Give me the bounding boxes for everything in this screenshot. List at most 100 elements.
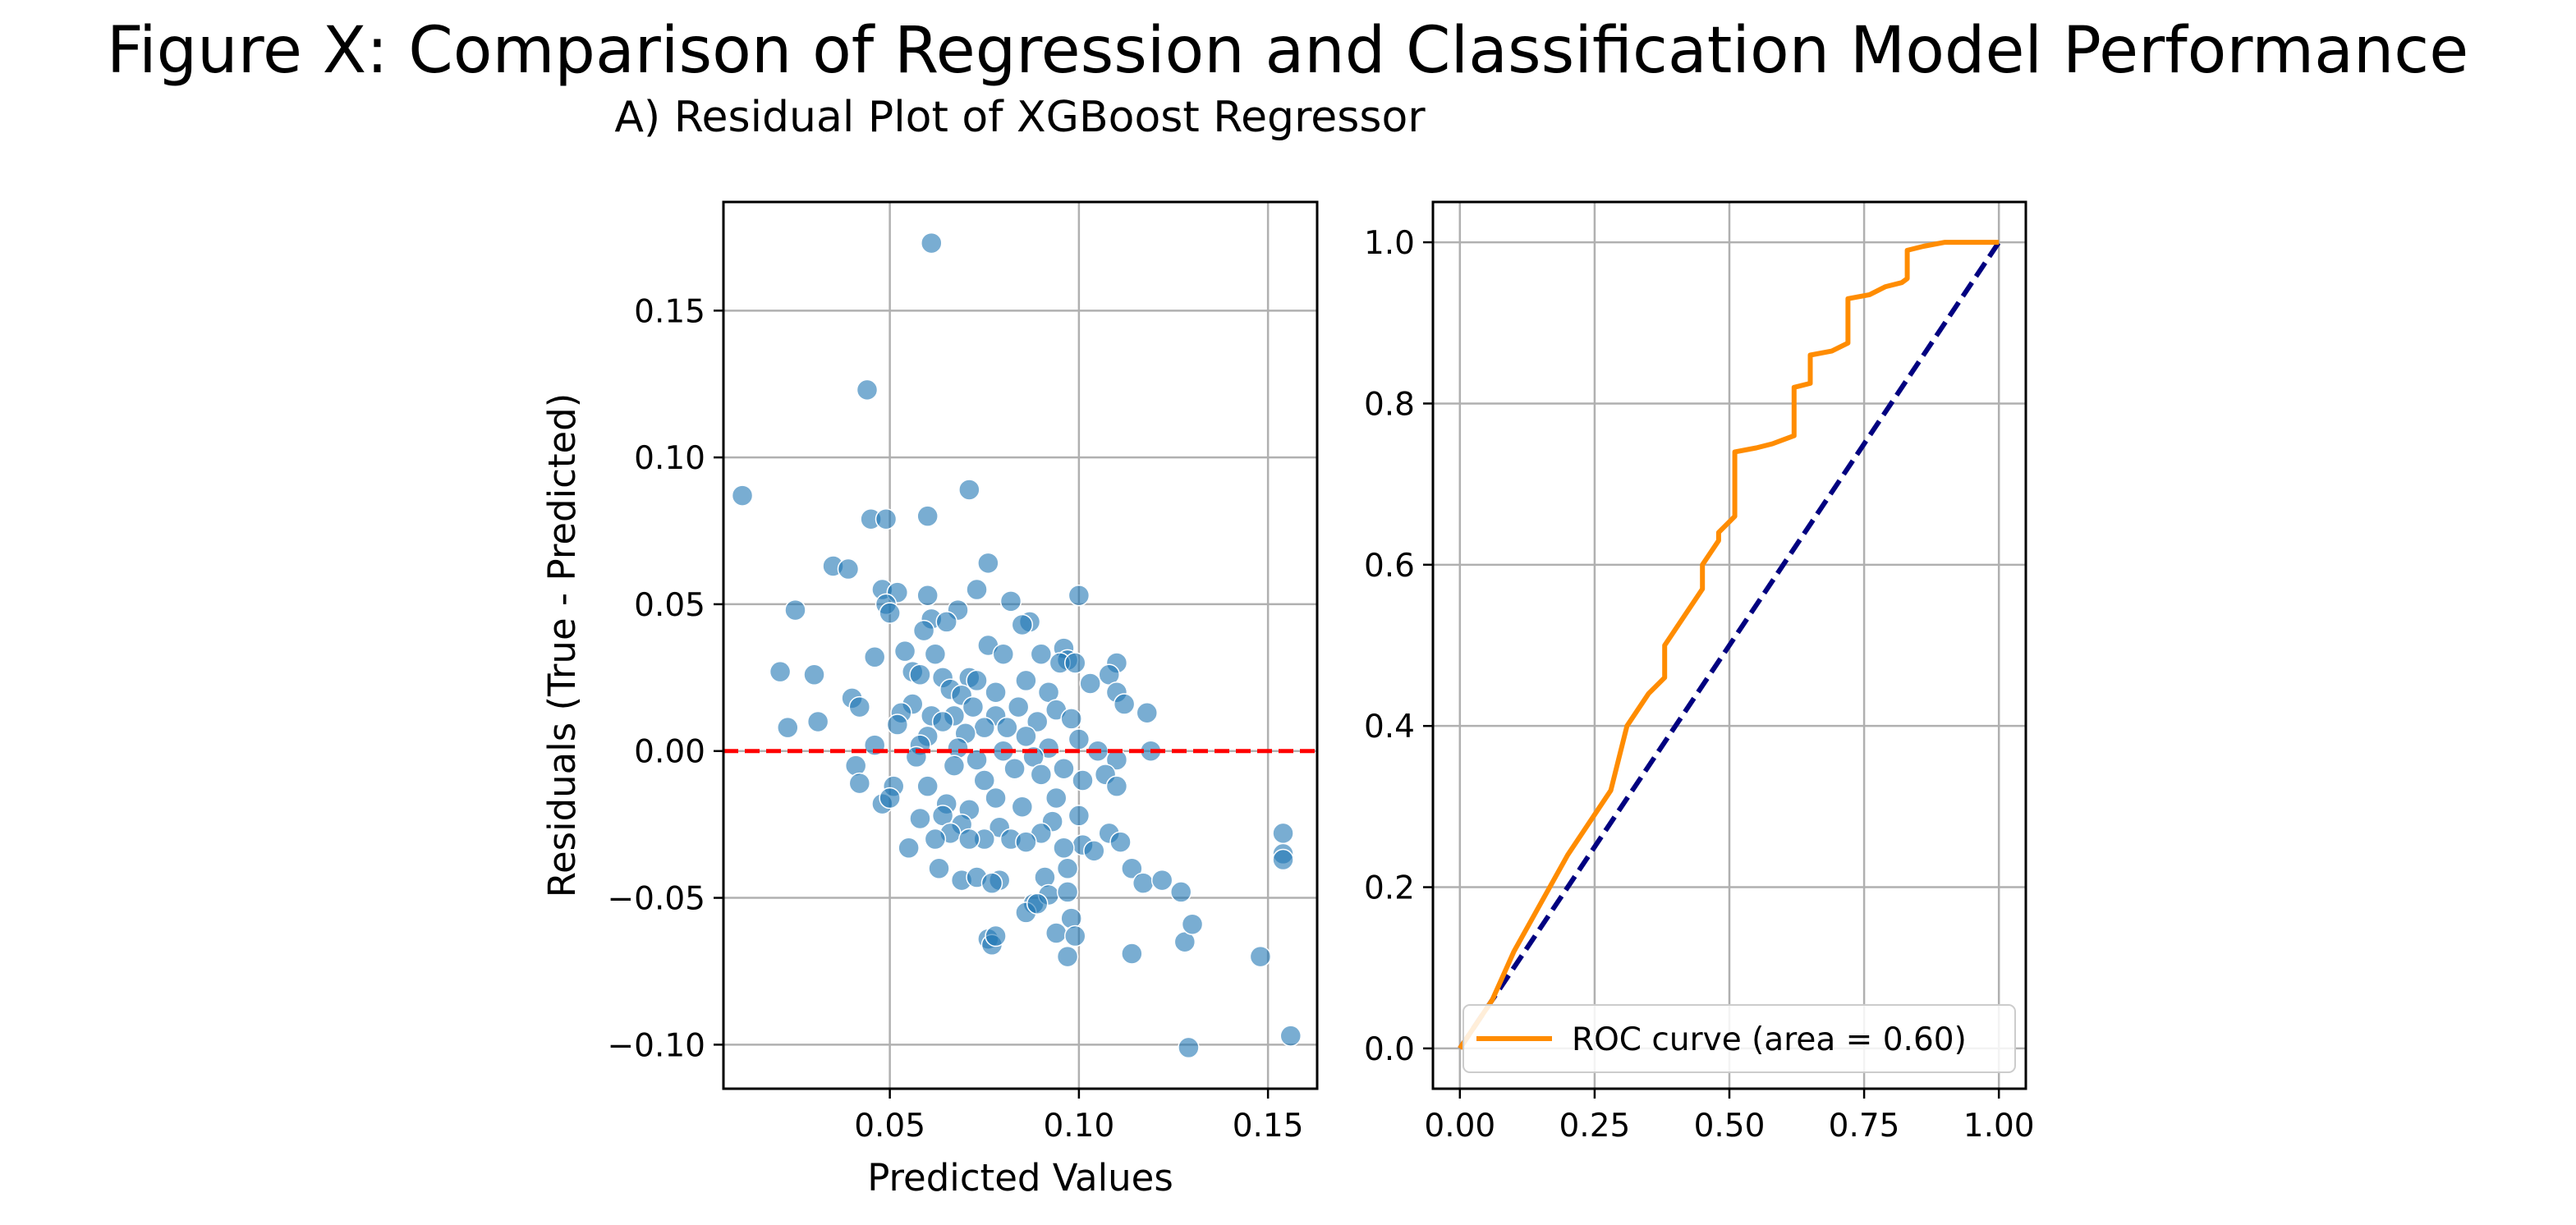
residual-point: [1003, 757, 1026, 780]
residual-point: [985, 924, 1007, 947]
residual-point: [1279, 1025, 1302, 1047]
residual-point: [1045, 922, 1068, 944]
y-tick-label: 0.15: [634, 293, 705, 330]
residual-point: [928, 857, 950, 880]
residual-point: [1079, 672, 1101, 695]
residual-point: [1113, 693, 1136, 715]
residual-point: [1072, 769, 1094, 791]
residual-point: [1178, 1036, 1200, 1059]
roc-lines: [1458, 240, 2001, 1050]
residual-point: [973, 716, 996, 739]
residual-point: [1015, 831, 1037, 853]
x-tick-label: 0.00: [1424, 1108, 1495, 1145]
roc-curve: [1458, 240, 2000, 1050]
residual-point: [1132, 872, 1155, 894]
residual-point: [769, 660, 792, 683]
x-tick-label: 0.25: [1559, 1108, 1630, 1145]
residual-point: [1121, 943, 1143, 965]
residual-point: [731, 484, 754, 507]
residual-point: [1064, 924, 1086, 947]
residual-point: [1053, 837, 1075, 860]
residual-point: [1083, 840, 1105, 862]
residual-point: [909, 663, 931, 686]
roc-legend: ROC curve (area = 0.60): [1462, 1004, 2016, 1073]
residual-point: [875, 507, 898, 530]
residual-point: [943, 755, 966, 777]
residual-point: [985, 787, 1007, 810]
residual-point: [924, 643, 947, 665]
residual-y-axis-label: Residuals (True - Predicted): [540, 393, 584, 898]
residual-plot-title: A) Residual Plot of XGBoost Regressor: [614, 93, 1426, 142]
residual-point: [1056, 881, 1079, 903]
residual-point: [1045, 787, 1068, 810]
y-tick-label: 0.05: [634, 587, 705, 624]
residual-point: [980, 872, 1003, 894]
residual-point: [1109, 831, 1132, 853]
residual-point: [1150, 869, 1173, 892]
x-tick-label: 1.00: [1963, 1108, 2035, 1145]
residual-point: [1060, 907, 1082, 929]
residual-x-axis-label: Predicted Values: [867, 1156, 1173, 1200]
residual-point: [1015, 669, 1037, 692]
residual-point: [996, 716, 1018, 739]
residual-ticks: 0.05 0.10 0.15 −0.10 −0.05 0.00 0.05 0.10 0.15: [607, 293, 1303, 1145]
x-tick-label: 0.05: [854, 1108, 925, 1145]
y-tick-label: 0.2: [1364, 870, 1415, 907]
residual-point: [1121, 857, 1143, 880]
residual-point: [947, 736, 969, 759]
residual-point: [1068, 728, 1091, 750]
residual-point: [1272, 848, 1294, 871]
residual-grid: [723, 202, 1317, 1089]
residual-point: [898, 837, 920, 860]
residual-point: [966, 669, 988, 692]
residual-point: [1136, 702, 1159, 724]
residual-point: [966, 749, 988, 771]
roc-plot: 0.00 0.25 0.50 0.75 1.00 0.0 0.2 0.4 0.6 0.8 1.0 R…: [1364, 200, 2035, 1145]
residual-point: [1056, 857, 1079, 880]
residual-point: [856, 379, 879, 401]
residual-point: [916, 775, 939, 797]
y-tick-label: 0.6: [1364, 548, 1415, 585]
roc-grid: [1433, 202, 2026, 1089]
y-tick-label: 1.0: [1364, 225, 1415, 262]
residual-point: [848, 695, 871, 718]
residual-point: [1064, 652, 1086, 674]
y-tick-label: 0.10: [634, 440, 705, 477]
residual-point: [1068, 584, 1091, 607]
residual-plot-frame: [722, 200, 1319, 1090]
y-tick-label: 0.00: [634, 734, 705, 771]
residual-point: [916, 584, 939, 607]
y-tick-label: 0.4: [1364, 709, 1415, 746]
residual-point: [777, 716, 799, 739]
residual-point: [848, 772, 871, 795]
residual-point: [1272, 822, 1294, 845]
residual-point: [1030, 643, 1053, 665]
residual-point: [1011, 796, 1034, 818]
roc-legend-label: ROC curve (area = 0.60): [1572, 1021, 1967, 1058]
residual-point: [958, 479, 980, 501]
residual-point: [985, 681, 1007, 704]
residual-point: [1034, 866, 1056, 888]
residual-point: [973, 769, 996, 791]
residual-point: [1169, 881, 1192, 903]
residual-point: [916, 505, 939, 527]
residual-point: [879, 602, 901, 624]
residual-point: [1026, 710, 1049, 733]
residual-point: [1060, 708, 1082, 730]
residual-point: [924, 828, 947, 851]
roc-legend-box: [1462, 1004, 2016, 1073]
residual-point: [1015, 725, 1037, 748]
residual-point: [966, 578, 988, 601]
residual-point: [935, 611, 957, 633]
residual-point: [909, 807, 931, 830]
residual-plot: 0.05 0.10 0.15 −0.10 −0.05 0.00 0.05 0.10 0.15 P…: [540, 200, 1319, 1200]
residual-point: [1249, 945, 1272, 968]
y-tick-label: 0.8: [1364, 386, 1415, 423]
residual-point: [803, 663, 825, 686]
residual-point: [1030, 764, 1053, 786]
residual-point: [806, 710, 829, 733]
residual-point: [1053, 757, 1075, 780]
y-tick-label: −0.10: [607, 1027, 705, 1064]
residual-point: [886, 713, 909, 736]
